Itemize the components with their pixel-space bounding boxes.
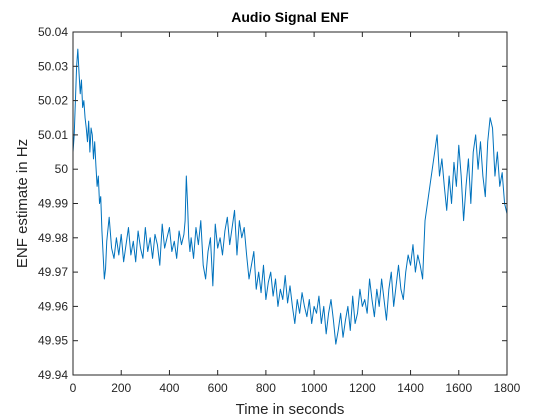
plot-area [73,32,507,375]
series-layer [72,48,508,345]
y-tick-label: 50 [55,162,69,176]
y-tick-label: 49.98 [38,231,68,245]
y-tick-label: 50.01 [38,128,68,142]
y-axis-ticks: 49.94 49.95 49.96 49.97 49.98 49.99 50 50.01 50.… [38,25,507,382]
y-tick-label: 49.95 [38,334,68,348]
x-tick-label: 1200 [349,381,376,395]
y-tick-label: 49.97 [38,265,68,279]
y-tick-label: 50.03 [38,59,68,73]
x-tick-label: 400 [159,381,179,395]
y-axis-label: ENF estimate in Hz [14,139,31,268]
y-tick-label: 50.04 [38,25,68,39]
x-tick-label: 600 [208,381,228,395]
x-axis-label: Time in seconds [236,401,345,418]
x-tick-label: 800 [256,381,276,395]
x-tick-label: 1600 [445,381,472,395]
y-tick-label: 49.96 [38,299,68,313]
y-tick-label: 49.99 [38,197,68,211]
x-axis-ticks: 0 200 400 600 800 1000 1200 1400 1600 1800 [70,32,521,395]
x-tick-label: 200 [111,381,131,395]
chart-title: Audio Signal ENF [231,9,349,25]
y-tick-label: 50.02 [38,94,68,108]
y-tick-label: 49.94 [38,368,68,382]
x-tick-label: 0 [70,381,77,395]
x-tick-label: 1800 [494,381,521,395]
x-tick-label: 1400 [397,381,424,395]
series-line-0 [72,48,508,345]
x-tick-label: 1000 [301,381,328,395]
